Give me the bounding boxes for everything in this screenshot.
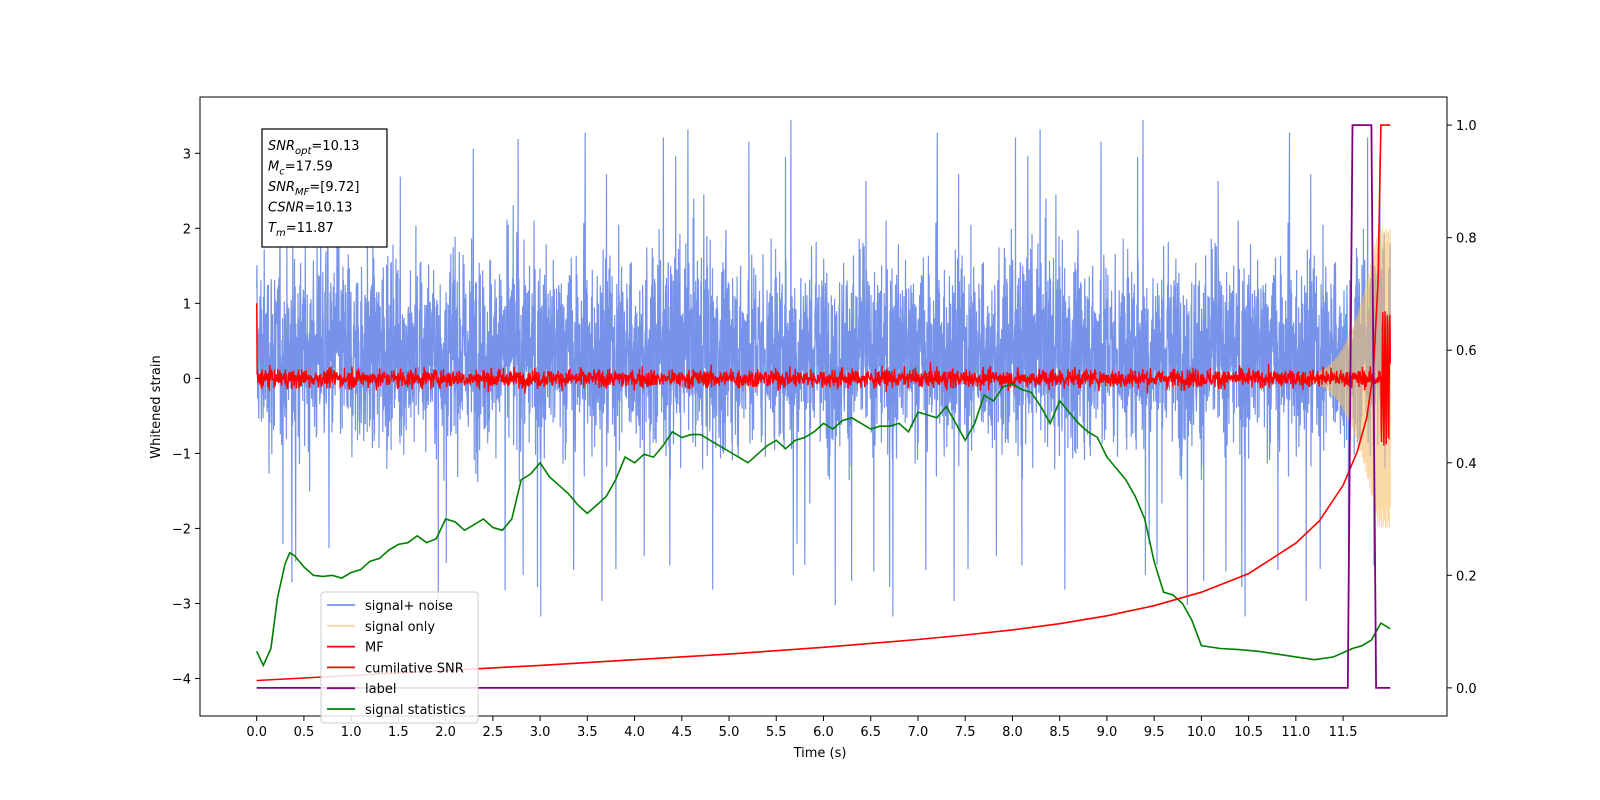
x-tick-label: 11.0 [1281, 725, 1310, 740]
annotation-line: SNRopt=10.13 [268, 139, 360, 157]
mf-line [256, 303, 1391, 446]
y-axis-label: Whitened strain [149, 355, 164, 458]
legend-label: signal only [365, 620, 435, 635]
legend-frame [320, 591, 479, 724]
y-right-tick-label: 0.8 [1456, 232, 1477, 247]
y-tick-label: 2 [183, 222, 191, 237]
signal-statistics-line [255, 383, 1391, 668]
x-tick-label: 0.5 [294, 725, 315, 740]
y-tick-label: 0 [183, 372, 191, 387]
legend-label: cumilative SNR [365, 661, 464, 676]
y-tick-label: 1 [183, 297, 191, 312]
x-tick-label: 0.0 [246, 725, 267, 740]
x-axis-label: Time (s) [793, 746, 847, 761]
x-tick-label: 10.5 [1234, 725, 1263, 740]
axis-ticks: 0.0 0.5 1.0 1.5 2.0 2.5 3.0 3.5 4.0 4.5 5.0 5.5 6.0 6… [172, 119, 1477, 740]
x-tick-label: 6.0 [813, 725, 834, 740]
y-tick-label: −3 [172, 597, 191, 612]
x-tick-label: 6.5 [860, 725, 881, 740]
y-right-tick-label: 0.0 [1456, 682, 1477, 697]
y-right-tick-label: 1.0 [1456, 119, 1477, 134]
annotation-line: Tm=11.87 [268, 221, 334, 239]
legend-label: label [365, 682, 396, 697]
x-tick-label: 11.5 [1329, 725, 1358, 740]
y-tick-label: 3 [183, 147, 191, 162]
y-tick-label: −4 [172, 672, 191, 687]
x-tick-label: 10.0 [1187, 725, 1216, 740]
y-tick-label: −1 [172, 447, 191, 462]
x-tick-label: 9.0 [1097, 725, 1118, 740]
cumulative-snr-line [256, 124, 1391, 682]
x-tick-label: 2.5 [483, 725, 504, 740]
label-line [256, 124, 1391, 689]
x-tick-label: 2.0 [435, 725, 456, 740]
x-tick-label: 1.5 [388, 725, 409, 740]
annotation-line: Mc=17.59 [268, 160, 333, 178]
x-tick-label: 4.0 [624, 725, 645, 740]
x-tick-label: 1.0 [341, 725, 362, 740]
legend: signal+ noise signal only MF cumilative SNR… [320, 591, 479, 724]
x-tick-label: 8.0 [1002, 725, 1023, 740]
legend-label: MF [365, 641, 384, 656]
x-tick-label: 3.5 [577, 725, 598, 740]
y-right-tick-label: 0.6 [1456, 344, 1477, 359]
x-tick-label: 3.0 [530, 725, 551, 740]
y-right-tick-label: 0.4 [1456, 457, 1477, 472]
x-tick-label: 5.5 [766, 725, 787, 740]
annotation-line: CSNR=10.13 [268, 201, 352, 216]
y-right-tick-label: 0.2 [1456, 569, 1477, 584]
legend-label: signal+ noise [365, 599, 453, 614]
x-tick-label: 5.0 [719, 725, 740, 740]
y-tick-label: −2 [172, 522, 191, 537]
x-tick-label: 9.5 [1144, 725, 1165, 740]
legend-label: signal statistics [365, 703, 466, 718]
annotation-box: SNRopt=10.13 Mc=17.59 SNRMF=[9.72] CSNR=10.… [261, 128, 388, 248]
signal-noise-line [256, 119, 1391, 617]
annotation-line: SNRMF=[9.72] [268, 180, 359, 198]
plot-area [255, 119, 1391, 689]
x-tick-label: 4.5 [671, 725, 692, 740]
x-tick-label: 7.0 [908, 725, 929, 740]
x-tick-label: 8.5 [1049, 725, 1070, 740]
x-tick-label: 7.5 [955, 725, 976, 740]
annotation-frame [261, 128, 388, 248]
